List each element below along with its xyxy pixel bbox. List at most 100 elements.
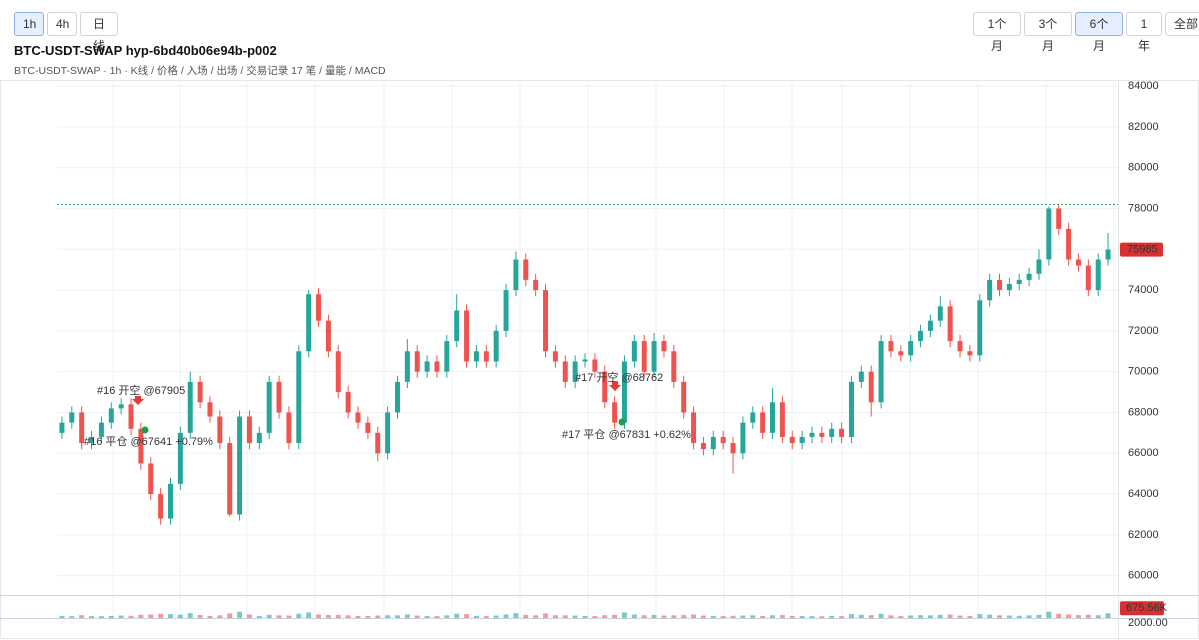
volume-bar <box>158 613 164 618</box>
volume-bar <box>503 614 509 618</box>
candle-body <box>641 341 647 372</box>
volume-bar <box>404 614 410 618</box>
candle-body <box>177 432 183 484</box>
volume-bar <box>957 615 963 618</box>
candle-body <box>108 408 114 423</box>
volume-bar <box>720 616 726 618</box>
volume-bar <box>918 615 924 618</box>
candle-body <box>552 351 558 362</box>
volume-bar <box>1105 613 1111 618</box>
candle-body <box>316 294 322 321</box>
last-volume-label: 675.56K <box>1126 602 1168 614</box>
candle-body <box>819 432 825 437</box>
volume-bar <box>197 615 203 618</box>
volume-bar <box>69 616 75 618</box>
candle-body <box>829 428 835 437</box>
volume-bar <box>1036 614 1042 618</box>
volume-bar <box>128 615 134 618</box>
volume-bar <box>700 615 706 618</box>
chart-title: BTC-USDT-SWAP hyp-6bd40b06e94b-p002 <box>14 43 277 58</box>
volume-bar <box>325 615 331 618</box>
volume-bar <box>631 614 637 618</box>
volume-bar <box>878 613 884 618</box>
volume-bar <box>464 614 470 618</box>
candle-body <box>394 381 400 413</box>
candle-body <box>1006 283 1012 291</box>
toolbar-button[interactable]: 3个月 <box>1024 12 1072 53</box>
y-tick-label: 66000 <box>1128 447 1159 459</box>
volume-bar <box>552 615 558 618</box>
toolbar-button[interactable]: 6个月 <box>1075 12 1123 53</box>
candle-body <box>750 412 756 423</box>
candle-body <box>572 361 578 382</box>
candle-body <box>187 381 193 433</box>
volume-bar <box>1066 614 1072 618</box>
volume-bar <box>740 615 746 618</box>
last-volume-box <box>1120 601 1164 616</box>
volume-bar <box>365 616 371 618</box>
volume-bar <box>888 615 894 618</box>
volume-bar <box>641 615 647 618</box>
candle-body <box>454 310 460 342</box>
volume-bar <box>937 614 943 618</box>
candle-body <box>770 402 776 433</box>
y-tick-label: 62000 <box>1128 529 1159 541</box>
toolbar-button[interactable]: 1个月 <box>973 12 1021 53</box>
candle-body <box>720 436 726 444</box>
volume-bar <box>207 615 213 618</box>
volume-bar <box>434 616 440 618</box>
volume-bar <box>1016 615 1022 618</box>
volume-bar <box>355 615 361 618</box>
volume-bar <box>335 614 341 618</box>
volume-bar <box>1026 615 1032 618</box>
volume-bar <box>148 614 154 618</box>
candle-body <box>1056 208 1062 229</box>
y-tick-label: 80000 <box>1128 162 1159 174</box>
volume-bar <box>848 614 854 618</box>
candle-body <box>760 412 766 433</box>
toolbar-button[interactable]: 4h <box>47 12 77 36</box>
volume-bar <box>513 613 519 618</box>
toolbar-button[interactable]: 全部 <box>1165 12 1199 36</box>
candle-body <box>671 351 677 382</box>
volume-bar <box>276 615 282 618</box>
candle-body <box>79 412 85 444</box>
candle-body <box>473 351 479 362</box>
volume-bar <box>671 615 677 618</box>
candle-body <box>779 402 785 437</box>
candle-body <box>997 279 1003 291</box>
toolbar-button[interactable]: 日线 <box>80 12 118 53</box>
volume-bar <box>286 615 292 618</box>
candle-body <box>365 422 371 433</box>
y-tick-label: 72000 <box>1128 325 1159 337</box>
candle-body <box>681 381 687 413</box>
volume-bar <box>414 615 420 618</box>
candle-body <box>967 351 973 356</box>
volume-bar <box>394 615 400 618</box>
candle-body <box>434 361 440 372</box>
volume-bar <box>1095 615 1101 618</box>
volume-bar <box>473 615 479 618</box>
candle-body <box>483 351 489 362</box>
volume-bar <box>947 614 953 618</box>
volume-bar <box>108 615 114 618</box>
volume-bar <box>79 615 85 618</box>
volume-bar <box>898 615 904 618</box>
last-price-box <box>1120 242 1163 257</box>
volume-bar <box>385 615 391 618</box>
toolbar-button[interactable]: 1年 <box>1126 12 1162 53</box>
candle-body <box>937 306 943 321</box>
toolbar-button[interactable]: 1h <box>14 12 44 36</box>
candle-body <box>493 330 499 362</box>
volume-bar <box>868 615 874 618</box>
candle-body <box>207 402 213 417</box>
candle-body <box>523 259 529 280</box>
candle-body <box>888 341 894 352</box>
entry-label: #16 开空 @67905 <box>97 383 185 397</box>
volume-bar <box>710 615 716 618</box>
candle-body <box>1105 249 1111 260</box>
candle-body <box>325 320 331 352</box>
volume-bar <box>98 616 104 618</box>
candle-body <box>977 300 983 356</box>
